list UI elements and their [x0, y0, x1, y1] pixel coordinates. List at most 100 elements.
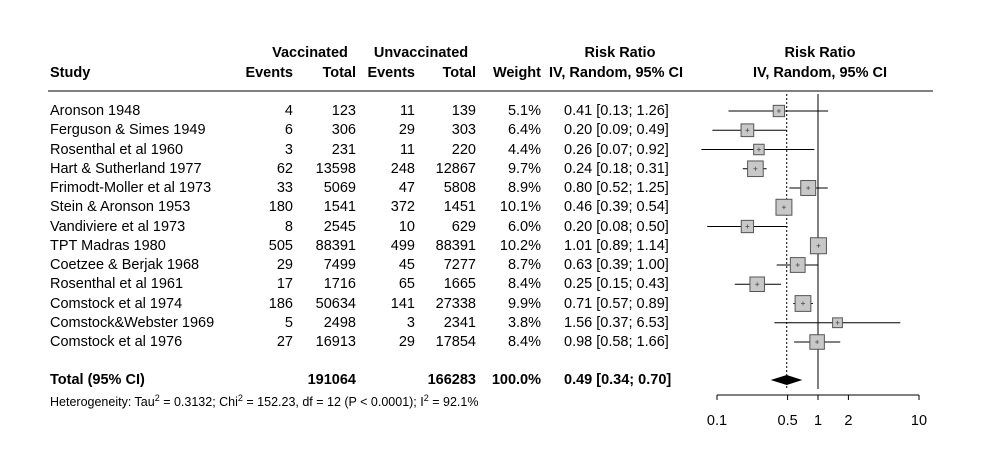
- study-name: Stein & Aronson 1953: [50, 199, 191, 216]
- study-ci: 0.71 [0.57; 0.89]: [564, 295, 669, 312]
- rr-header-title: Risk Ratio: [584, 45, 656, 61]
- study-weight: 8.4%: [507, 334, 541, 350]
- study-name: Vandiviere et al 1973: [50, 218, 186, 235]
- total-vaccinated: 88391: [315, 237, 356, 254]
- total-unvaccinated: 27338: [435, 295, 476, 312]
- total-vaccinated: 50634: [315, 295, 356, 312]
- events-unvaccinated: 141: [390, 295, 415, 312]
- study-name: Ferguson & Simes 1949: [50, 122, 206, 139]
- events-unvaccinated: 10: [398, 218, 415, 235]
- study-weight: 8.9%: [507, 180, 541, 196]
- study-ci: 0.80 [0.52; 1.25]: [564, 180, 669, 196]
- events-unvaccinated: 248: [390, 160, 415, 177]
- study-weight: 8.4%: [507, 276, 541, 293]
- total-vaccinated: 13598: [315, 160, 356, 177]
- events-vaccinated: 4: [284, 103, 293, 119]
- events-unvaccinated-header: Events: [367, 65, 415, 81]
- events-vaccinated: 180: [268, 199, 293, 216]
- total-unvaccinated: 1665: [443, 276, 476, 293]
- study-weight: 4.4%: [507, 141, 541, 158]
- events-unvaccinated: 11: [399, 141, 415, 158]
- vaccinated-header: Vaccinated: [272, 45, 348, 61]
- total-unvaccinated: 139: [451, 103, 476, 119]
- total-unvaccinated: 2341: [443, 314, 476, 331]
- study-weight: 6.0%: [507, 218, 541, 235]
- x-tick-label: 2: [844, 413, 852, 429]
- total-weight: 100.0%: [491, 372, 541, 388]
- study-name: Rosenthal et al 1960: [50, 141, 184, 158]
- events-vaccinated: 186: [268, 295, 293, 312]
- total-label: Total (95% CI): [50, 372, 145, 388]
- events-unvaccinated: 47: [398, 180, 415, 196]
- events-unvaccinated: 372: [390, 199, 415, 216]
- study-weight: 9.7%: [507, 160, 541, 177]
- study-ci: 0.98 [0.58; 1.66]: [564, 334, 669, 350]
- total-unvaccinated: 629: [451, 218, 476, 235]
- study-weight: 8.7%: [507, 257, 541, 273]
- total-vaccinated: 191064: [307, 372, 356, 388]
- total-vaccinated: 231: [331, 141, 356, 158]
- total-unvaccinated: 220: [451, 141, 476, 158]
- total-unvaccinated: 5808: [443, 180, 476, 196]
- heterogeneity-text: Heterogeneity: Tau2 = 0.3132; Chi2 = 152…: [50, 393, 479, 410]
- study-ci: 1.56 [0.37; 6.53]: [564, 314, 669, 331]
- total-unvaccinated: 7277: [443, 257, 476, 273]
- plot-header-title: Risk Ratio: [784, 45, 856, 61]
- events-unvaccinated: 11: [399, 103, 415, 119]
- total-unvaccinated: 88391: [435, 237, 476, 254]
- events-vaccinated: 8: [284, 218, 293, 235]
- study-name: Aronson 1948: [50, 103, 141, 119]
- study-name: Hart & Sutherland 1977: [50, 160, 202, 177]
- study-name: Frimodt-Moller et al 1973: [50, 180, 212, 196]
- study-weight: 9.9%: [507, 295, 541, 312]
- plot-header-method: IV, Random, 95% CI: [752, 65, 888, 81]
- events-vaccinated-header: Events: [245, 65, 293, 81]
- study-ci: 0.25 [0.15; 0.43]: [564, 276, 669, 293]
- total-unvaccinated: 1451: [443, 199, 476, 216]
- study-ci: 0.63 [0.39; 1.00]: [564, 257, 669, 273]
- study-ci: 0.26 [0.07; 0.92]: [564, 141, 669, 158]
- total-vaccinated: 306: [331, 122, 356, 139]
- total-unvaccinated: 303: [451, 122, 476, 139]
- x-tick-label: 0.1: [707, 413, 727, 429]
- events-vaccinated: 62: [276, 160, 293, 177]
- events-unvaccinated: 29: [398, 334, 415, 350]
- total-vaccinated: 16913: [315, 334, 356, 350]
- x-tick-label: 0.5: [778, 413, 798, 429]
- rr-header-method: IV, Random, 95% CI: [549, 65, 684, 81]
- study-weight: 6.4%: [507, 122, 541, 139]
- unvaccinated-header: Unvaccinated: [373, 45, 469, 61]
- study-name: Comstock&Webster 1969: [50, 314, 215, 331]
- forest-plot-layer: 0.1 0.5 1 2 10: [701, 94, 927, 429]
- study-name: Comstock et al 1974: [50, 295, 183, 312]
- study-ci: 0.41 [0.13; 1.26]: [564, 103, 669, 119]
- events-vaccinated: 29: [276, 257, 293, 273]
- study-header: Study: [50, 65, 91, 81]
- events-unvaccinated: 65: [398, 276, 415, 293]
- study-name: Rosenthal et al 1961: [50, 276, 184, 293]
- study-weight: 10.1%: [499, 199, 541, 216]
- study-name: TPT Madras 1980: [50, 237, 166, 254]
- study-ci: 0.24 [0.18; 0.31]: [564, 160, 669, 177]
- study-weight: 10.2%: [499, 237, 541, 254]
- events-vaccinated: 6: [284, 122, 293, 139]
- total-vaccinated: 1716: [323, 276, 356, 293]
- study-ci: 1.01 [0.89; 1.14]: [564, 237, 669, 254]
- total-vaccinated: 7499: [323, 257, 356, 273]
- events-unvaccinated: 29: [398, 122, 415, 139]
- events-vaccinated: 5: [284, 314, 293, 331]
- events-vaccinated: 33: [276, 180, 293, 196]
- study-ci: 0.20 [0.09; 0.49]: [564, 122, 669, 139]
- total-ci: 0.49 [0.34; 0.70]: [564, 372, 672, 388]
- events-vaccinated: 3: [284, 141, 293, 158]
- total-vaccinated: 2498: [323, 314, 356, 331]
- total-unvaccinated-header: Total: [442, 65, 476, 81]
- study-ci: 0.20 [0.08; 0.50]: [564, 218, 669, 235]
- x-tick-label: 10: [911, 413, 927, 429]
- total-vaccinated: 5069: [323, 180, 356, 196]
- events-vaccinated: 17: [276, 276, 293, 293]
- total-vaccinated-header: Total: [322, 65, 356, 81]
- study-ci: 0.46 [0.39; 0.54]: [564, 199, 669, 216]
- weight-header: Weight: [492, 65, 541, 81]
